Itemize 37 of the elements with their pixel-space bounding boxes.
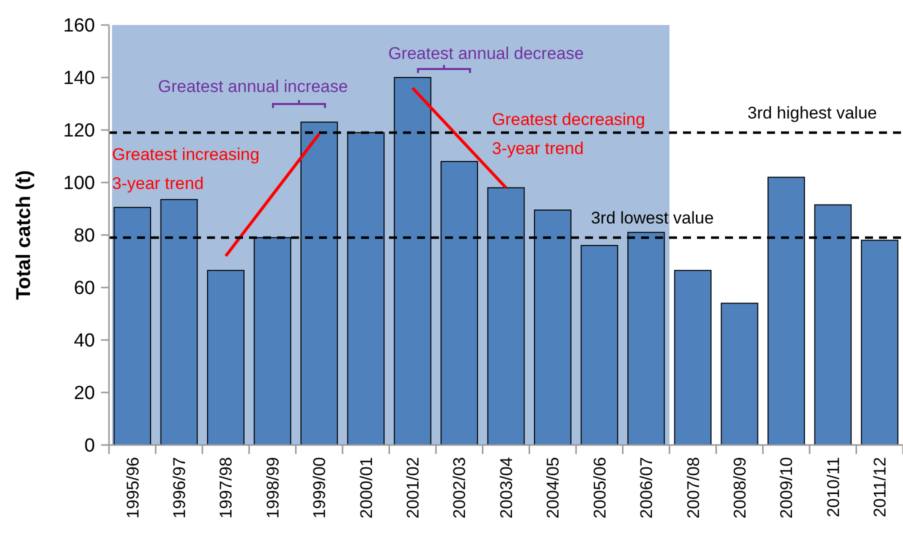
x-tick-label: 2007/08 bbox=[684, 457, 703, 518]
y-tick-label: 40 bbox=[74, 330, 95, 352]
y-tick-label: 60 bbox=[74, 278, 95, 300]
bar bbox=[580, 245, 618, 446]
annotation: Greatest decreasing 3-year trend bbox=[492, 110, 646, 158]
y-axis-title: Total catch (t) bbox=[13, 170, 35, 300]
bar bbox=[207, 270, 244, 446]
ref-line-label: 3rd lowest value bbox=[590, 208, 714, 228]
y-tick-label: 80 bbox=[74, 226, 95, 247]
y-tick-label: 20 bbox=[74, 383, 95, 404]
x-tick-label: 2003/04 bbox=[496, 457, 516, 518]
x-tick-label: 2010/11 bbox=[824, 457, 843, 518]
ref-line-label: 3rd highest value bbox=[748, 104, 877, 123]
annotation: Greatest annual increase bbox=[158, 77, 348, 96]
x-tick-label: 2001/02 bbox=[404, 457, 423, 518]
y-tick-label: 160 bbox=[63, 16, 95, 37]
y-tick-label: 120 bbox=[63, 120, 95, 142]
x-tick-label: 1998/99 bbox=[263, 457, 282, 518]
x-tick-label: 2006/07 bbox=[637, 457, 656, 518]
x-tick-label: 1997/98 bbox=[216, 457, 236, 518]
x-tick-label: 1996/97 bbox=[170, 457, 190, 518]
x-tick-label: 2011/12 bbox=[870, 457, 890, 518]
x-tick-label: 2008/09 bbox=[730, 457, 750, 518]
y-tick-label: 100 bbox=[63, 173, 95, 194]
x-tick-label: 2002/03 bbox=[450, 457, 470, 518]
bar bbox=[720, 302, 758, 446]
x-tick-label: 1999/00 bbox=[310, 457, 330, 518]
x-tick-label: 2009/10 bbox=[777, 457, 796, 518]
x-tick-label: 2000/01 bbox=[356, 457, 376, 518]
y-tick-label: 140 bbox=[63, 68, 95, 90]
x-tick-label: 2005/06 bbox=[590, 457, 610, 518]
x-tick-label: 1995/96 bbox=[123, 457, 142, 518]
annotation: Greatest increasing 3-year trend bbox=[112, 145, 260, 193]
annotation: Greatest annual decrease bbox=[388, 44, 584, 63]
bar bbox=[674, 270, 712, 446]
y-tick-label: 0 bbox=[84, 436, 95, 457]
x-tick-label: 2004/05 bbox=[544, 457, 563, 518]
